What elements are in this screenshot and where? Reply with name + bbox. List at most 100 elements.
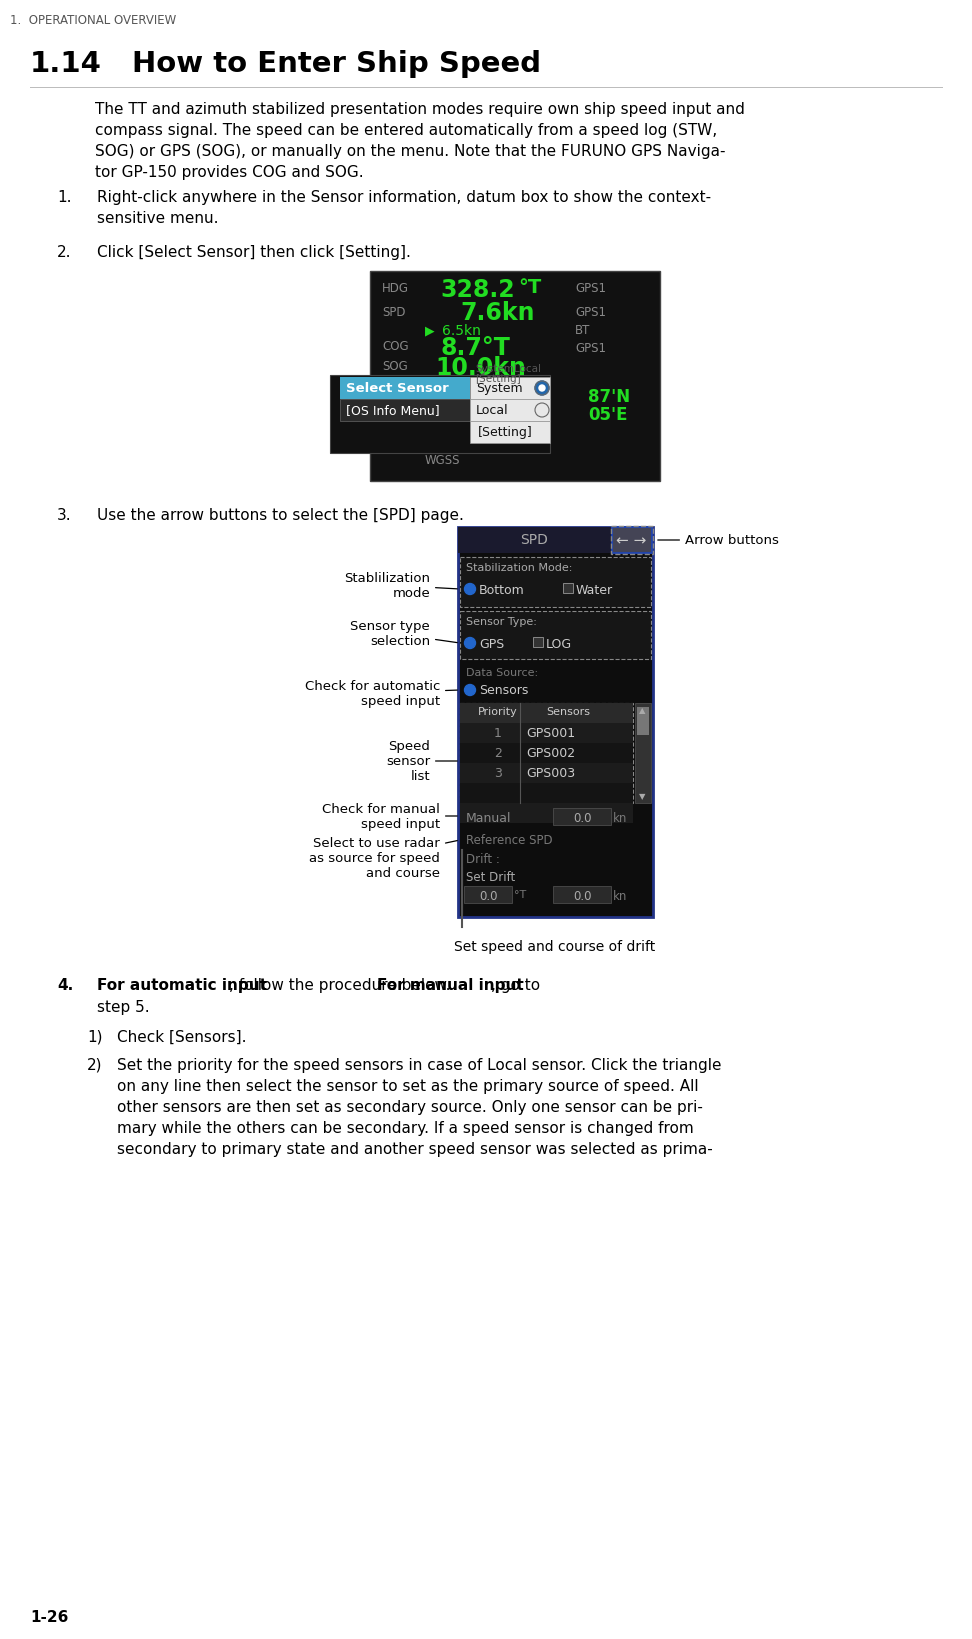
FancyBboxPatch shape [460,764,633,783]
Text: secondary to primary state and another speed sensor was selected as prima-: secondary to primary state and another s… [117,1141,712,1155]
FancyBboxPatch shape [470,400,550,421]
Text: sensitive menu.: sensitive menu. [97,211,219,226]
Text: GPS001: GPS001 [526,726,575,739]
FancyBboxPatch shape [330,375,550,454]
Text: 0.0: 0.0 [573,811,591,824]
Text: Check for manual
speed input: Check for manual speed input [322,803,457,831]
Text: SPD: SPD [382,306,405,320]
FancyBboxPatch shape [460,723,633,744]
FancyBboxPatch shape [460,611,651,659]
Text: Right-click anywhere in the Sensor information, datum box to show the context-: Right-click anywhere in the Sensor infor… [97,190,712,205]
Text: 3: 3 [494,767,502,780]
Text: Select Sensor: Select Sensor [346,382,449,395]
Text: 328.2: 328.2 [440,279,514,302]
Text: 1.: 1. [57,190,72,205]
Text: Arrow buttons: Arrow buttons [658,534,779,547]
FancyBboxPatch shape [533,638,543,647]
Text: 8.7°T: 8.7°T [440,336,510,361]
Text: ← →: ← → [616,533,646,547]
Text: [OS Info Menu]: [OS Info Menu] [346,403,439,416]
Text: For automatic input: For automatic input [97,977,267,992]
Text: Sensors: Sensors [546,706,590,716]
FancyBboxPatch shape [470,377,550,400]
Text: 2): 2) [87,1057,102,1072]
FancyBboxPatch shape [460,557,651,608]
Text: 10.0kn: 10.0kn [435,356,526,380]
FancyBboxPatch shape [460,803,633,823]
FancyBboxPatch shape [637,708,649,736]
FancyBboxPatch shape [635,703,651,803]
Text: tor GP-150 provides COG and SOG.: tor GP-150 provides COG and SOG. [95,166,364,180]
Text: 1: 1 [494,726,502,739]
Text: SOG) or GPS (SOG), or manually on the menu. Note that the FURUNO GPS Naviga-: SOG) or GPS (SOG), or manually on the me… [95,144,725,159]
Circle shape [465,638,475,649]
Text: SystemLocal: SystemLocal [475,364,541,374]
Text: HDG: HDG [382,282,409,295]
Text: Use the arrow buttons to select the [SPD] page.: Use the arrow buttons to select the [SPD… [97,508,464,523]
Text: GPS003: GPS003 [526,767,575,780]
Text: LOG: LOG [546,638,573,651]
Text: How to Enter Ship Speed: How to Enter Ship Speed [132,49,541,79]
FancyBboxPatch shape [563,583,573,593]
Text: kn: kn [613,811,627,824]
Text: other sensors are then set as secondary source. Only one sensor can be pri-: other sensors are then set as secondary … [117,1100,703,1115]
Text: Speed
sensor
list: Speed sensor list [386,741,457,783]
Text: GPS1: GPS1 [575,343,606,354]
FancyBboxPatch shape [470,421,550,444]
FancyBboxPatch shape [370,272,660,482]
Text: Bottom: Bottom [479,583,525,597]
FancyBboxPatch shape [460,703,633,723]
FancyBboxPatch shape [553,887,611,903]
Text: Sensor type
selection: Sensor type selection [350,620,457,647]
Text: 0.0: 0.0 [573,890,591,903]
Text: Sensors: Sensors [479,683,529,697]
Text: Priority: Priority [478,706,518,716]
FancyBboxPatch shape [553,808,611,826]
Circle shape [539,385,545,392]
Text: step 5.: step 5. [97,1000,150,1015]
Text: Local: Local [476,403,508,416]
Text: Water: Water [576,583,613,597]
Text: SPD: SPD [520,533,548,547]
FancyBboxPatch shape [460,703,633,803]
Text: Set Drift: Set Drift [466,870,515,883]
Text: ▶: ▶ [425,325,434,336]
Text: GPS002: GPS002 [526,746,575,759]
Circle shape [465,583,475,595]
FancyBboxPatch shape [458,528,653,918]
Text: Check [Sensors].: Check [Sensors]. [117,1029,247,1044]
Text: SOG: SOG [382,361,407,372]
Text: [Setting]: [Setting] [475,374,521,384]
Text: System: System [476,382,523,395]
Text: 7.6kn: 7.6kn [460,302,535,325]
Text: GPS1: GPS1 [575,282,606,295]
Text: 0.0: 0.0 [479,890,498,903]
FancyBboxPatch shape [458,528,611,554]
FancyBboxPatch shape [460,744,633,764]
Text: BT: BT [575,325,590,336]
Text: Check for automatic
speed input: Check for automatic speed input [304,680,457,708]
Text: 2.: 2. [57,244,72,261]
Text: 1): 1) [87,1029,102,1044]
Text: Reference SPD: Reference SPD [466,834,553,846]
Text: kn: kn [613,890,627,903]
Text: Set speed and course of drift: Set speed and course of drift [454,939,656,954]
Text: Set the priority for the speed sensors in case of Local sensor. Click the triang: Set the priority for the speed sensors i… [117,1057,721,1072]
Text: on any line then select the sensor to set as the primary source of speed. All: on any line then select the sensor to se… [117,1078,699,1093]
Circle shape [465,685,475,697]
Text: Stablilization
mode: Stablilization mode [344,572,457,600]
Text: ▼: ▼ [639,792,645,800]
Text: 05'E: 05'E [588,406,628,425]
FancyBboxPatch shape [460,783,633,803]
Text: 1-26: 1-26 [30,1609,68,1624]
Text: 6.5kn: 6.5kn [442,325,481,338]
FancyBboxPatch shape [340,400,470,421]
Text: Manual: Manual [466,811,511,824]
Text: ▲: ▲ [639,705,645,715]
Text: Stabilization Mode:: Stabilization Mode: [466,562,573,572]
Text: Select to use radar
as source for speed
and course: Select to use radar as source for speed … [309,838,457,880]
Text: Drift :: Drift : [466,852,500,865]
Text: , follow the procedure below.: , follow the procedure below. [229,977,455,992]
Text: , go to: , go to [491,977,540,992]
Text: For manual input: For manual input [377,977,524,992]
